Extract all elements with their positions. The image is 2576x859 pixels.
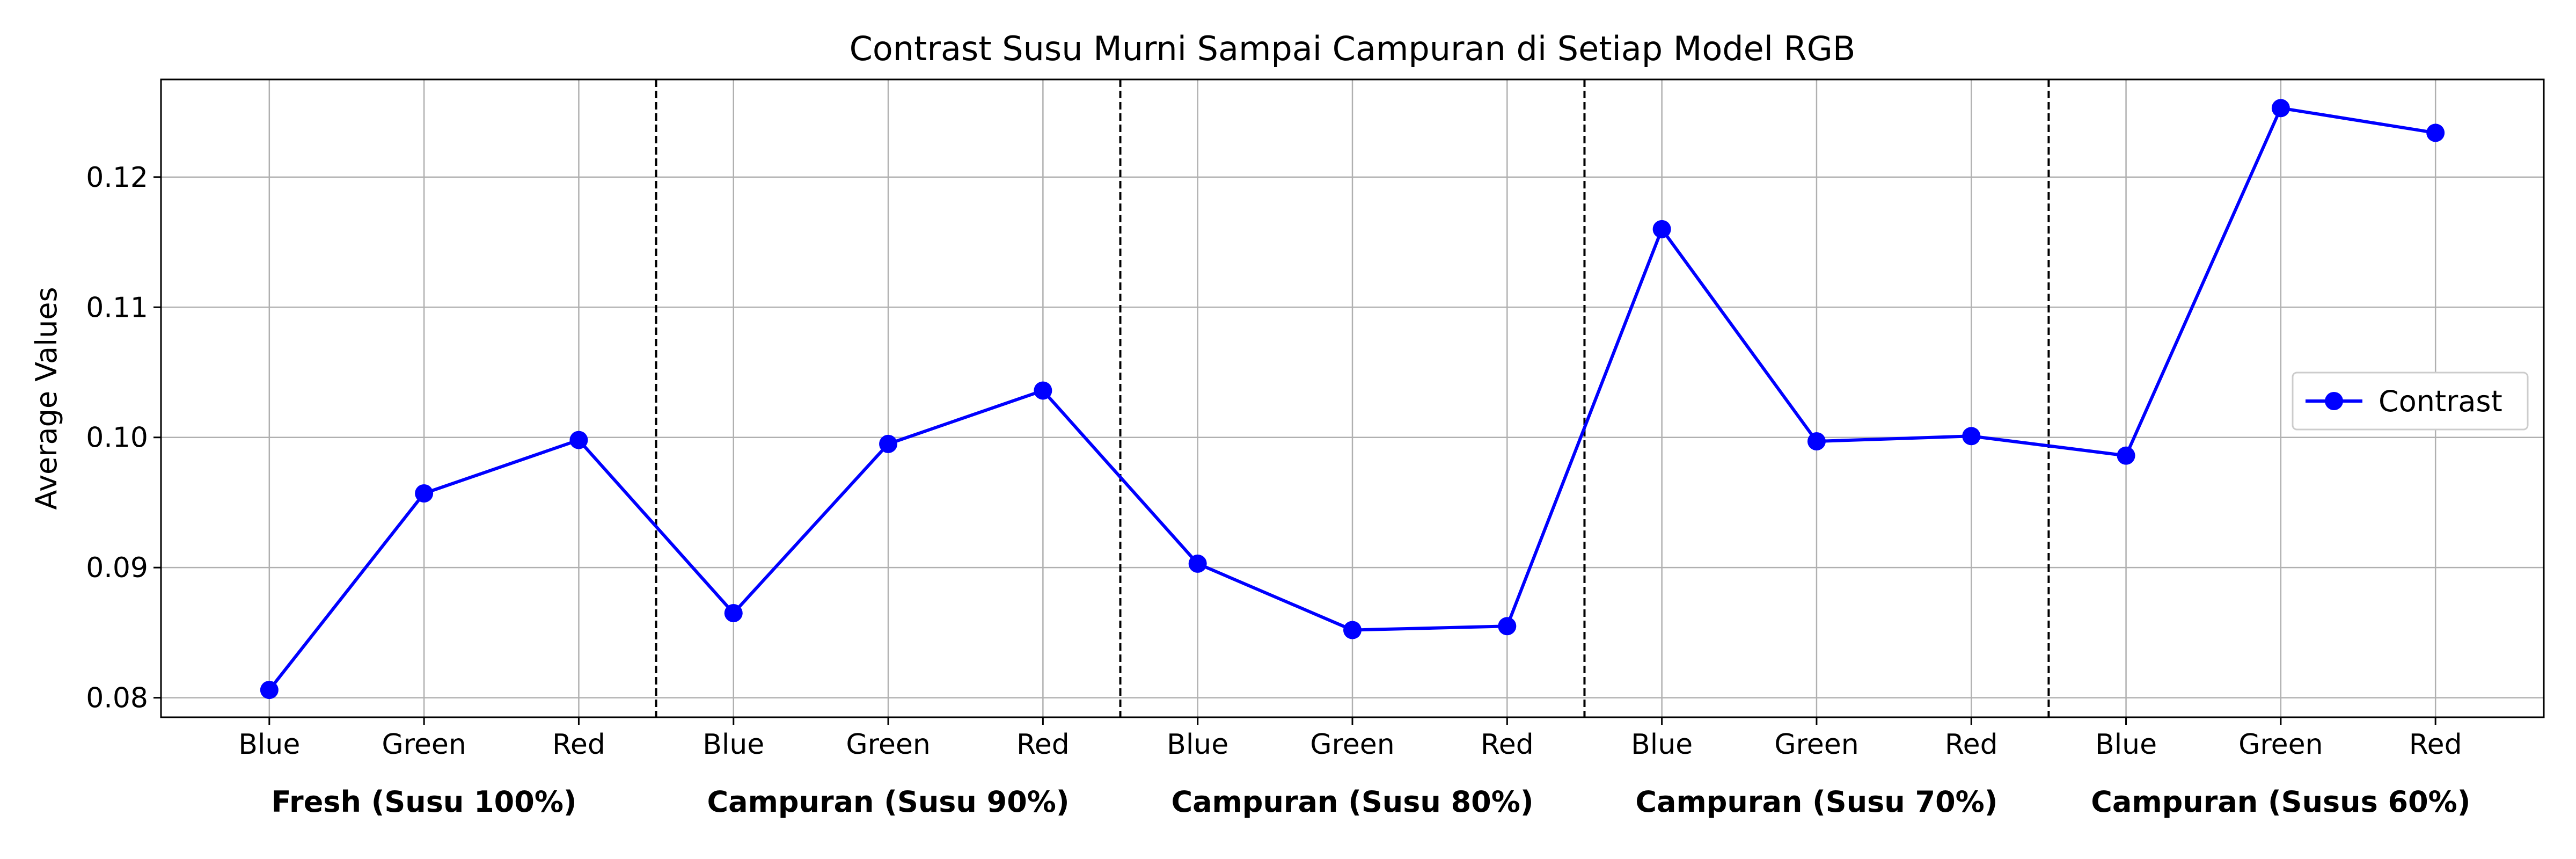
- y-tick-label: 0.09: [86, 552, 148, 584]
- y-tick-label: 0.10: [86, 422, 148, 454]
- data-point: [1807, 432, 1826, 451]
- legend-box: [2292, 372, 2529, 431]
- data-point: [260, 681, 279, 700]
- data-point: [2426, 123, 2445, 142]
- group-label: Fresh (Susu 100%): [272, 785, 577, 819]
- x-tick-label: Green: [846, 729, 930, 761]
- data-point: [1652, 220, 1671, 238]
- x-tick-label: Green: [382, 729, 466, 761]
- legend-label: Contrast: [2379, 384, 2502, 418]
- y-tick-label: 0.12: [86, 162, 148, 194]
- x-tick-label: Red: [1481, 729, 1534, 761]
- y-axis-label: Average Values: [30, 287, 63, 509]
- group-separators: [655, 79, 2050, 717]
- data-point: [2117, 446, 2135, 465]
- data-point: [2271, 99, 2290, 118]
- group-labels: Fresh (Susu 100%) Campuran (Susu 90%) Camp…: [272, 785, 2471, 819]
- y-tick-label: 0.08: [86, 682, 148, 715]
- data-point: [1188, 554, 1207, 573]
- group-label: Campuran (Susu 90%): [707, 785, 1070, 819]
- x-tick-label: Blue: [1631, 729, 1693, 761]
- legend: Contrast: [2292, 372, 2529, 431]
- x-tick-label: Red: [1016, 729, 1070, 761]
- data-point: [879, 434, 898, 453]
- x-tick-label: Green: [2238, 729, 2323, 761]
- data-point: [415, 484, 434, 503]
- y-tick-label: 0.11: [86, 292, 148, 324]
- x-tick-label: Blue: [702, 729, 764, 761]
- data-point: [569, 431, 588, 449]
- y-axis-ticks: 0.08 0.09 0.10 0.11 0.12: [86, 162, 161, 715]
- x-tick-label: Red: [2409, 729, 2462, 761]
- x-tick-label: Blue: [2095, 729, 2157, 761]
- x-tick-label: Green: [1310, 729, 1394, 761]
- x-tick-label: Blue: [238, 729, 300, 761]
- data-point: [724, 604, 743, 623]
- x-tick-label: Red: [552, 729, 605, 761]
- data-point: [1962, 427, 1981, 446]
- legend-point-marker: [2325, 392, 2343, 410]
- grid-lines: [161, 79, 2544, 717]
- group-label: Campuran (Susus 60%): [2091, 785, 2470, 819]
- group-label: Campuran (Susu 70%): [1635, 785, 1997, 819]
- data-point: [1034, 381, 1052, 400]
- data-point: [1498, 617, 1517, 636]
- chart-title: Contrast Susu Murni Sampai Campuran di S…: [850, 29, 1856, 68]
- series-contrast: [260, 99, 2445, 700]
- x-tick-label: Green: [1774, 729, 1858, 761]
- x-tick-label: Red: [1945, 729, 1998, 761]
- x-axis-ticks: Blue Green Red Blue Green Red Blue Green Red Blue…: [238, 717, 2462, 761]
- data-point: [1343, 621, 1362, 639]
- group-label: Campuran (Susu 80%): [1171, 785, 1533, 819]
- x-tick-label: Blue: [1167, 729, 1228, 761]
